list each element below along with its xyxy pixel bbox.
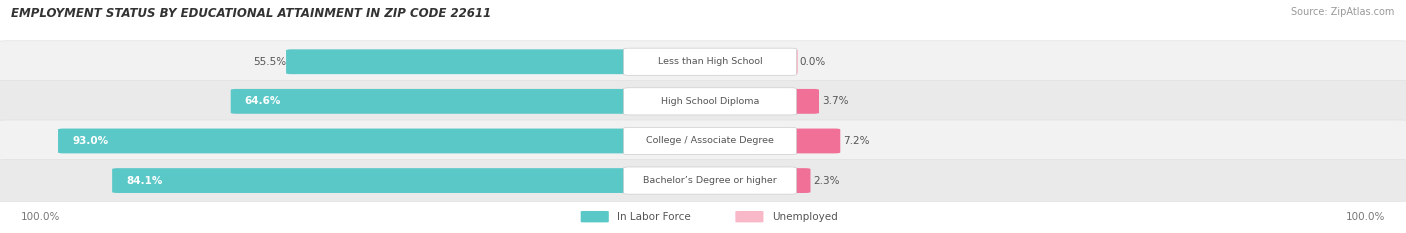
Text: 93.0%: 93.0% [72, 136, 108, 146]
Text: 3.7%: 3.7% [823, 96, 848, 106]
Text: Source: ZipAtlas.com: Source: ZipAtlas.com [1291, 7, 1395, 17]
Text: 2.3%: 2.3% [813, 176, 839, 185]
Text: 55.5%: 55.5% [253, 57, 285, 67]
Text: 100.0%: 100.0% [1346, 212, 1385, 222]
Text: 100.0%: 100.0% [21, 212, 60, 222]
Text: Less than High School: Less than High School [658, 57, 762, 66]
Text: Unemployed: Unemployed [772, 212, 838, 222]
Text: College / Associate Degree: College / Associate Degree [647, 137, 773, 145]
Text: 64.6%: 64.6% [245, 96, 281, 106]
Text: Bachelor’s Degree or higher: Bachelor’s Degree or higher [643, 176, 778, 185]
Text: High School Diploma: High School Diploma [661, 97, 759, 106]
Text: 0.0%: 0.0% [799, 57, 825, 67]
Text: EMPLOYMENT STATUS BY EDUCATIONAL ATTAINMENT IN ZIP CODE 22611: EMPLOYMENT STATUS BY EDUCATIONAL ATTAINM… [11, 7, 491, 20]
Text: 84.1%: 84.1% [127, 176, 163, 185]
Text: In Labor Force: In Labor Force [617, 212, 690, 222]
Text: 7.2%: 7.2% [844, 136, 869, 146]
